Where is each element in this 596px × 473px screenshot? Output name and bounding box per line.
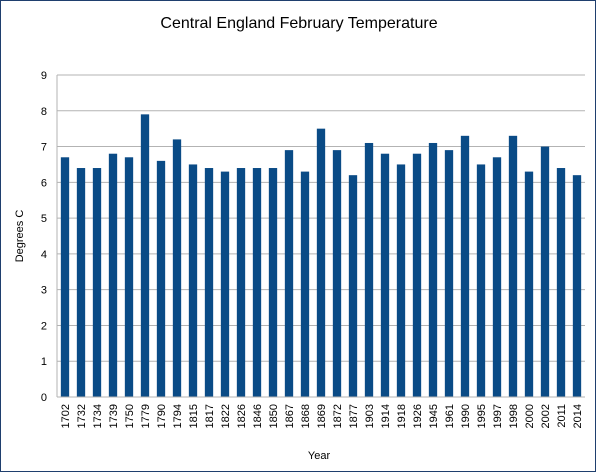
- y-tick-label: 6: [41, 177, 47, 189]
- bar: [252, 168, 262, 397]
- x-tick-label: 1794: [172, 404, 184, 428]
- x-tick-label: 1961: [444, 404, 456, 428]
- x-tick-label: 1914: [380, 404, 392, 428]
- bar: [60, 157, 70, 397]
- x-tick-label: 2014: [572, 404, 584, 428]
- bar: [348, 175, 358, 397]
- x-tick-label: 1903: [364, 404, 376, 428]
- x-tick-label: 1750: [124, 404, 136, 428]
- bar: [220, 171, 230, 397]
- x-tick-label: 1926: [412, 404, 424, 428]
- bar: [476, 164, 486, 397]
- bar: [332, 150, 342, 397]
- bars: [60, 114, 582, 398]
- bar: [300, 171, 310, 397]
- x-tick-label: 1945: [428, 404, 440, 428]
- chart-title: Central England February Temperature: [160, 15, 437, 32]
- x-axis-label: Year: [308, 450, 331, 462]
- x-tick-label: 1732: [76, 404, 88, 428]
- bar: [92, 168, 102, 397]
- x-tick-label: 1867: [284, 404, 296, 428]
- bar: [124, 157, 134, 397]
- bar: [172, 139, 182, 397]
- bar: [396, 164, 406, 397]
- y-tick-label: 8: [41, 106, 47, 118]
- bar: [524, 171, 534, 397]
- x-tick-label: 1739: [108, 404, 120, 428]
- bar: [540, 146, 550, 397]
- x-tick-label: 2002: [540, 404, 552, 428]
- y-tick-label: 0: [41, 392, 47, 404]
- x-tick-label: 2000: [524, 404, 536, 428]
- y-tick-label: 9: [41, 70, 47, 82]
- bar: [444, 150, 454, 397]
- x-tick-label: 2011: [556, 404, 568, 428]
- x-tick-label: 1850: [268, 404, 280, 428]
- x-tick-label: 1846: [252, 404, 264, 428]
- x-tick-label: 1990: [460, 404, 472, 428]
- bar: [428, 142, 438, 397]
- bar: [76, 168, 86, 397]
- x-tick-label: 1734: [92, 404, 104, 428]
- x-tick-label: 1779: [140, 404, 152, 428]
- y-tick-label: 2: [41, 320, 47, 332]
- bar: [236, 168, 246, 397]
- y-tick-label: 4: [41, 249, 47, 261]
- x-tick-label: 1817: [204, 404, 216, 428]
- bar: [204, 168, 214, 397]
- axes: 0 1 2 3 4 5 6 7 8 9 1702 1732 1734 1739 1750 1779 1790 17…: [41, 70, 585, 428]
- x-tick-label: 1815: [188, 404, 200, 428]
- x-tick-label: 1872: [332, 404, 344, 428]
- bar: [284, 150, 294, 397]
- bar: [460, 135, 470, 398]
- bar: [188, 164, 198, 397]
- bar: [508, 135, 518, 398]
- bar: [572, 175, 582, 397]
- bar: [556, 168, 566, 397]
- y-axis-label: Degrees C: [14, 210, 26, 263]
- bar: [412, 153, 422, 397]
- x-tick-label: 1918: [396, 404, 408, 428]
- bar: [140, 114, 150, 397]
- bar: [364, 142, 374, 397]
- x-tick-label: 1998: [508, 404, 520, 428]
- y-tick-label: 7: [41, 142, 47, 154]
- y-tick-label: 3: [41, 285, 47, 297]
- x-tick-label: 1702: [60, 404, 72, 428]
- bar: [108, 153, 118, 397]
- x-tick-label: 1826: [236, 404, 248, 428]
- x-tick-label: 1877: [348, 404, 360, 428]
- x-tick-label: 1822: [220, 404, 232, 428]
- x-tick-label: 1868: [300, 404, 312, 428]
- x-tick-label: 1997: [492, 404, 504, 428]
- y-tick-label: 5: [41, 213, 47, 225]
- x-tick-label: 1869: [316, 404, 328, 428]
- bar: [492, 157, 502, 397]
- y-tick-label: 1: [41, 356, 47, 368]
- bar: [316, 128, 326, 397]
- bar: [268, 168, 278, 397]
- x-tick-label: 1995: [476, 404, 488, 428]
- x-tick-label: 1790: [156, 404, 168, 428]
- bar: [380, 153, 390, 397]
- bar: [156, 160, 166, 397]
